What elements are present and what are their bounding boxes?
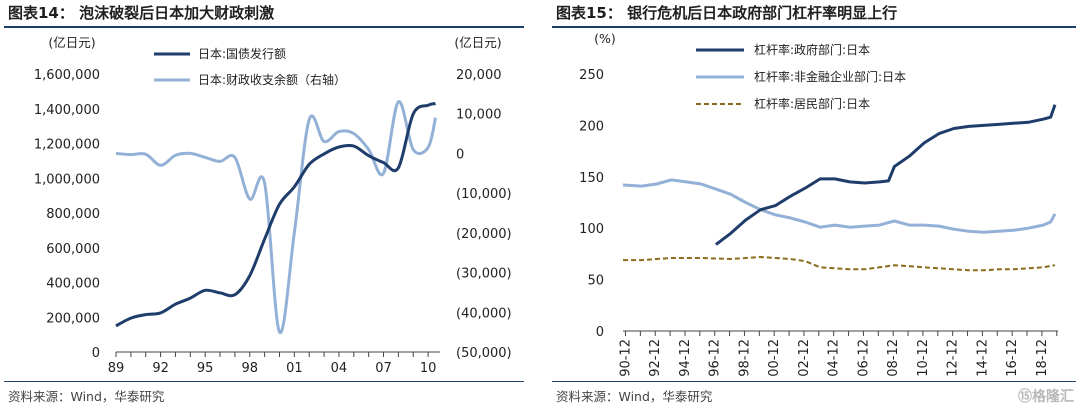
y-left-tick-label: 1,200,000 [34,138,100,153]
x-tick-label: 12-12 [946,339,961,377]
y-left-tick-label: 1,600,000 [34,68,100,83]
source-note: 资料来源：Wind，华泰研究 [556,389,713,404]
x-tick-label: 98 [241,361,258,376]
source-note: 资料来源：Wind，华泰研究 [8,389,165,404]
y-tick-label: 100 [579,222,604,237]
legend-label: 日本:国债发行额 [198,46,286,61]
chart-panel-right: 图表15： 银行危机后日本政府部门杠杆率明显上行 (%) 0 50 100 150 200… [548,0,1080,408]
y-right-tick-label: (40,000) [456,306,512,321]
x-tick-label: 04 [331,361,348,376]
x-tick-label: 10-12 [916,339,931,377]
x-tick-label: 94-12 [678,339,693,377]
x-tick-label: 92 [152,361,169,376]
series-line [623,256,1056,272]
y-left-tick-label: 1,000,000 [34,172,100,187]
y-left-tick-label: 0 [92,346,100,361]
y-right-tick-label: (20,000) [456,227,512,242]
series-line [115,102,436,328]
y-left-unit: (亿日元) [48,35,95,50]
y-left-tick-label: 400,000 [46,277,100,292]
chart-title: 图表14： 泡沫破裂后日本加大财政刺激 [8,4,275,22]
x-tick-label: 06-12 [856,339,871,377]
chart-right-svg: (%) 0 50 100 150 200 250 90-12 92-12 94-12 96-12 98… [579,31,1058,377]
series-line [622,178,1057,234]
y-left-tick-label: 800,000 [46,207,100,222]
x-tick-label: 90-12 [618,339,633,377]
title-rule [4,26,524,28]
x-tick-label: 95 [197,361,214,376]
legend-label: 杠杆率:居民部门:日本 [754,96,870,111]
x-tick-label: 07 [375,361,392,376]
x-tick-label: 10 [420,361,437,376]
y-left-tick-label: 1,400,000 [34,103,100,118]
x-tick-label: 98-12 [737,339,752,377]
chart-left-svg: (亿日元) (亿日元) 0 200,000 400,000 600,000 800,000 1… [34,35,512,376]
x-tick-label: 18-12 [1035,339,1050,377]
y-right-tick-label: (10,000) [456,187,512,202]
y-right-tick-label: 20,000 [456,68,502,83]
title-rule [552,26,1076,28]
x-tick-label: 92-12 [648,339,663,377]
legend-label: 杠杆率:政府部门:日本 [754,42,870,57]
x-tick-label: 96-12 [708,339,723,377]
y-right-tick-label: (30,000) [456,267,512,282]
y-tick-label: 150 [579,171,604,186]
y-left-tick-label: 600,000 [46,242,100,257]
legend-label: 杠杆率:非金融企业部门:日本 [754,69,906,84]
y-tick-label: 200 [579,119,604,134]
y-right-tick-label: 10,000 [456,108,502,123]
x-tick-label: 01 [286,361,303,376]
y-tick-label: 50 [587,274,604,289]
watermark-logo: ⑮格隆汇 [1018,389,1074,405]
x-tick-label: 00-12 [767,339,782,377]
legend-label: 日本:财政收支余额（右轴） [198,72,346,87]
chart-title: 图表15： 银行危机后日本政府部门杠杆率明显上行 [556,4,898,22]
source-rule [552,381,1076,382]
y-left-tick-label: 200,000 [46,311,100,326]
x-tick-label: 16-12 [1005,339,1020,377]
y-unit: (%) [594,31,616,46]
x-tick-label: 04-12 [827,339,842,377]
y-right-tick-label: (50,000) [456,346,512,361]
x-tick-label: 89 [108,361,125,376]
series-line [714,104,1057,246]
chart-panel-left: 图表14： 泡沫破裂后日本加大财政刺激 (亿日元) (亿日元) 0 200,000 40… [0,0,528,408]
y-tick-label: 250 [579,68,604,83]
x-tick-label: 02-12 [797,339,812,377]
y-right-unit: (亿日元) [454,35,501,50]
y-tick-label: 0 [596,325,604,340]
x-tick-label: 14-12 [975,339,990,377]
x-tick-label: 08-12 [886,339,901,377]
series-line [115,100,437,334]
y-right-tick-label: 0 [456,147,464,162]
source-rule [4,381,524,382]
